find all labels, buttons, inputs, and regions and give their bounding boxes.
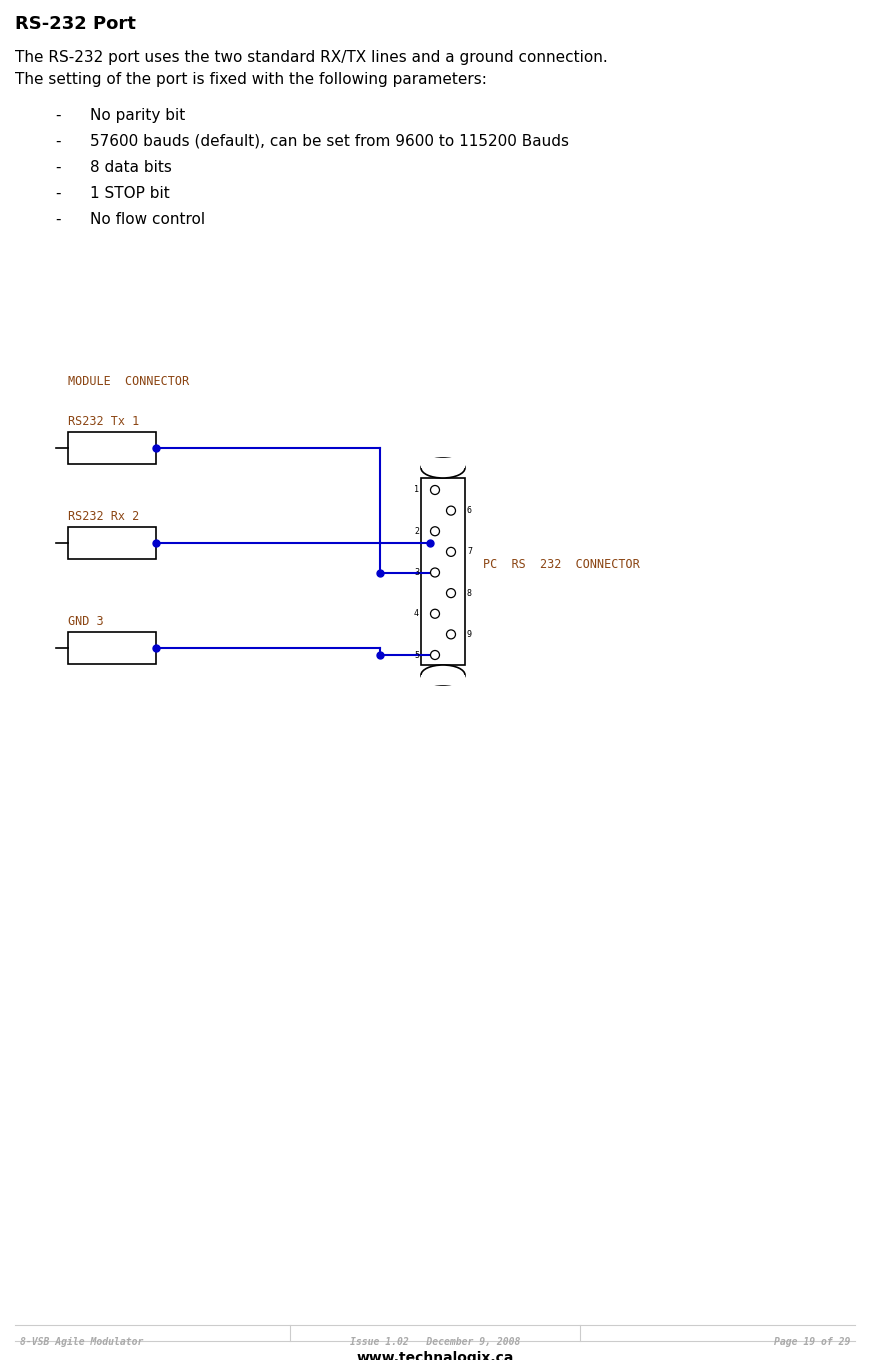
Circle shape: [446, 547, 455, 556]
Text: 57600 bauds (default), can be set from 9600 to 115200 Bauds: 57600 bauds (default), can be set from 9…: [90, 135, 568, 150]
Circle shape: [430, 486, 439, 495]
Text: Page 19 of 29: Page 19 of 29: [773, 1337, 849, 1346]
Text: 2: 2: [414, 526, 419, 536]
Text: -: -: [55, 135, 61, 150]
Text: -: -: [55, 107, 61, 122]
Text: 8 data bits: 8 data bits: [90, 160, 172, 175]
Text: No parity bit: No parity bit: [90, 107, 185, 122]
Text: 9: 9: [467, 630, 472, 639]
Text: 6: 6: [467, 506, 472, 515]
Text: PC  RS  232  CONNECTOR: PC RS 232 CONNECTOR: [482, 559, 639, 571]
Circle shape: [430, 650, 439, 660]
Bar: [68, 632, 156, 664]
Text: 1: 1: [414, 486, 419, 495]
Text: RS-232 Port: RS-232 Port: [15, 15, 136, 33]
Text: -: -: [55, 186, 61, 201]
Circle shape: [446, 589, 455, 597]
Text: -: -: [55, 160, 61, 175]
Bar: [421, 477, 464, 665]
Bar: [68, 432, 156, 464]
Text: www.technalogix.ca: www.technalogix.ca: [356, 1350, 513, 1360]
Circle shape: [446, 506, 455, 515]
Text: RS232 Tx 1: RS232 Tx 1: [68, 415, 139, 428]
Circle shape: [430, 609, 439, 619]
Circle shape: [446, 630, 455, 639]
Text: Issue 1.02   December 9, 2008: Issue 1.02 December 9, 2008: [349, 1337, 520, 1346]
Text: The setting of the port is fixed with the following parameters:: The setting of the port is fixed with th…: [15, 72, 487, 87]
Circle shape: [430, 568, 439, 577]
Text: The RS-232 port uses the two standard RX/TX lines and a ground connection.: The RS-232 port uses the two standard RX…: [15, 50, 607, 65]
Bar: [421, 675, 464, 685]
Text: 8-VSB Agile Modulator: 8-VSB Agile Modulator: [20, 1337, 143, 1346]
Text: MODULE  CONNECTOR: MODULE CONNECTOR: [68, 375, 189, 388]
Text: 8: 8: [467, 589, 472, 597]
Bar: [421, 458, 464, 468]
Ellipse shape: [421, 665, 464, 685]
Text: GND 3: GND 3: [68, 615, 103, 628]
Bar: [68, 526, 156, 559]
Text: 7: 7: [467, 547, 472, 556]
Ellipse shape: [421, 458, 464, 477]
Circle shape: [430, 526, 439, 536]
Text: 5: 5: [414, 650, 419, 660]
Text: 3: 3: [414, 568, 419, 577]
Text: 1 STOP bit: 1 STOP bit: [90, 186, 169, 201]
Text: 4: 4: [414, 609, 419, 619]
Text: -: -: [55, 212, 61, 227]
Text: RS232 Rx 2: RS232 Rx 2: [68, 510, 139, 524]
Text: No flow control: No flow control: [90, 212, 205, 227]
